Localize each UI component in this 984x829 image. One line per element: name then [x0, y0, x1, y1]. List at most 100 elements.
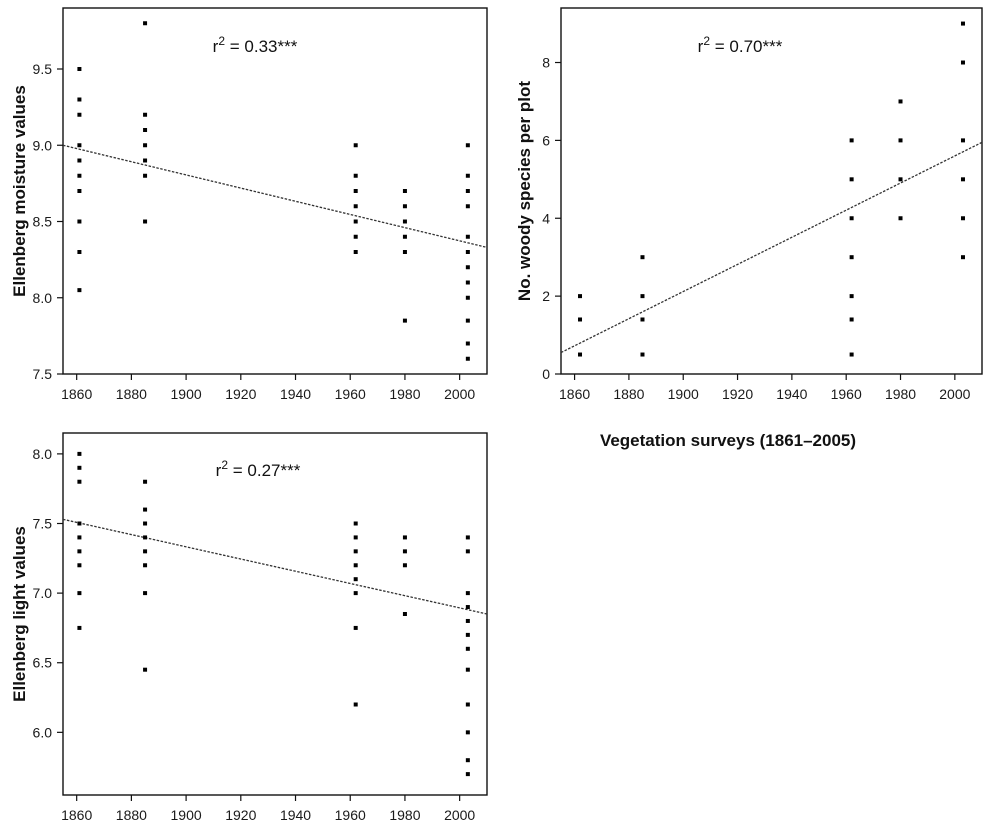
- x-tick-label: 1960: [335, 807, 366, 823]
- data-point: [353, 521, 358, 526]
- data-point: [353, 234, 358, 239]
- data-point: [77, 451, 82, 456]
- data-point: [465, 250, 470, 254]
- y-tick-label: 4: [542, 210, 550, 226]
- data-point: [898, 177, 903, 182]
- data-point: [465, 280, 470, 285]
- x-tick-label: 1880: [613, 386, 644, 402]
- data-point: [960, 216, 965, 221]
- y-tick-label: 8.0: [33, 290, 53, 306]
- data-point: [402, 563, 407, 568]
- data-point: [77, 250, 82, 254]
- data-point: [898, 99, 903, 104]
- data-point: [77, 591, 82, 596]
- data-point: [465, 667, 470, 672]
- y-axis-label: Ellenberg light values: [10, 526, 29, 702]
- data-point: [465, 758, 470, 763]
- data-point: [143, 521, 148, 526]
- data-point: [402, 219, 407, 224]
- data-point: [143, 173, 148, 178]
- data-point: [898, 216, 903, 221]
- data-point: [402, 612, 407, 616]
- data-point: [578, 352, 583, 357]
- x-tick-label: 1900: [171, 386, 202, 402]
- data-point: [77, 67, 82, 71]
- data-point: [353, 577, 358, 582]
- data-point: [143, 667, 148, 672]
- y-tick-label: 9.0: [33, 137, 53, 153]
- data-point: [143, 158, 148, 163]
- shared-x-axis-label: Vegetation surveys (1861–2005): [600, 431, 856, 450]
- data-point: [465, 549, 470, 554]
- r-squared-annotation: r2 = 0.27***: [216, 458, 301, 480]
- data-point: [143, 549, 148, 554]
- data-point: [849, 216, 854, 221]
- y-tick-label: 8.5: [33, 214, 53, 230]
- data-point: [77, 563, 82, 568]
- x-tick-label: 2000: [444, 807, 475, 823]
- regression-line: [62, 144, 488, 249]
- data-point: [77, 465, 82, 470]
- data-point: [77, 288, 82, 293]
- x-tick-label: 1940: [280, 386, 311, 402]
- data-point: [77, 479, 82, 484]
- data-point: [77, 625, 82, 630]
- data-point: [77, 549, 82, 554]
- plot-frame: [560, 7, 983, 375]
- data-point: [353, 143, 358, 148]
- data-point: [143, 128, 148, 132]
- data-point: [465, 341, 470, 346]
- x-tick-label: 1860: [61, 807, 92, 823]
- data-point: [353, 549, 358, 554]
- data-point: [465, 772, 470, 777]
- data-point: [143, 143, 148, 148]
- data-point: [465, 356, 470, 361]
- data-point: [77, 143, 82, 148]
- y-axis-label: Ellenberg moisture values: [10, 85, 29, 297]
- data-point: [353, 189, 358, 193]
- x-tick-label: 1920: [722, 386, 753, 402]
- data-point: [960, 177, 965, 182]
- data-point: [402, 318, 407, 323]
- x-tick-label: 1880: [116, 386, 147, 402]
- data-point: [402, 250, 407, 254]
- plot-frame: [62, 7, 488, 375]
- r-squared-annotation: r2 = 0.70***: [698, 34, 783, 56]
- data-point: [353, 535, 358, 540]
- data-point: [143, 112, 148, 117]
- data-point: [898, 138, 903, 143]
- data-point: [465, 318, 470, 323]
- y-axis-label: No. woody species per plot: [515, 81, 534, 301]
- regression-line: [62, 518, 488, 615]
- y-tick-label: 6.0: [33, 724, 53, 740]
- data-point: [465, 189, 470, 193]
- x-tick-label: 1860: [559, 386, 590, 402]
- data-point: [465, 702, 470, 707]
- data-point: [353, 702, 358, 707]
- data-point: [465, 618, 470, 623]
- data-point: [640, 255, 645, 260]
- x-tick-label: 1980: [389, 807, 420, 823]
- data-point: [960, 255, 965, 260]
- x-tick-label: 1900: [668, 386, 699, 402]
- data-point: [465, 265, 470, 270]
- data-point: [402, 549, 407, 554]
- data-point: [465, 143, 470, 148]
- data-point: [353, 625, 358, 630]
- data-point: [77, 219, 82, 224]
- data-point: [77, 112, 82, 117]
- x-tick-label: 1940: [776, 386, 807, 402]
- y-tick-label: 6: [542, 132, 550, 148]
- data-point: [960, 21, 965, 26]
- y-tick-label: 9.5: [33, 61, 53, 77]
- y-tick-label: 6.5: [33, 655, 53, 671]
- data-point: [143, 219, 148, 224]
- plot-frame: [62, 432, 488, 796]
- data-point: [353, 563, 358, 568]
- data-point: [402, 234, 407, 239]
- x-tick-label: 2000: [939, 386, 970, 402]
- data-point: [402, 189, 407, 193]
- data-point: [640, 317, 645, 322]
- x-tick-label: 1960: [335, 386, 366, 402]
- y-tick-label: 2: [542, 288, 550, 304]
